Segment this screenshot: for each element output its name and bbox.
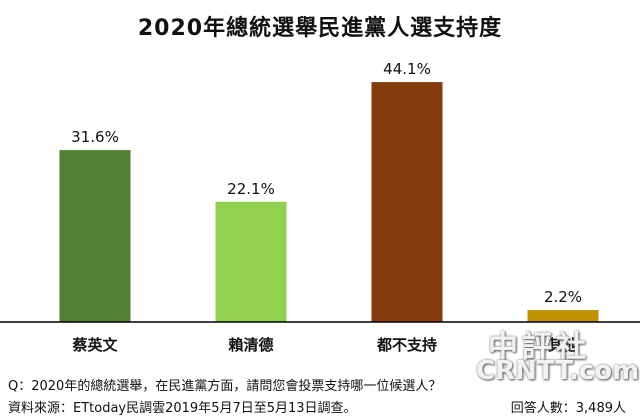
category-label-3: 其他 [548, 336, 578, 354]
value-label-0: 31.6% [71, 128, 119, 146]
bar-chart: 31.6% 蔡英文 22.1% 賴清德 44.1% 都不支持 2.2% 其他 [0, 60, 640, 354]
category-label-2: 都不支持 [376, 336, 437, 354]
bar-0 [59, 150, 131, 322]
chart-title: 2020年總統選舉民進黨人選支持度 [137, 16, 503, 41]
data-source: 資料來源：ETtoday民調雲2019年5月7日至5月13日調查。 [8, 401, 357, 416]
respondent-count: 回答人數：3,489人 [510, 401, 626, 416]
category-label-0: 蔡英文 [71, 336, 118, 354]
bar-1 [215, 201, 287, 322]
value-label-1: 22.1% [227, 180, 275, 198]
value-label-3: 2.2% [544, 288, 582, 306]
bar-3 [527, 310, 599, 322]
category-label-1: 賴清德 [228, 336, 273, 354]
value-label-2: 44.1% [383, 60, 431, 78]
survey-question: Q：2020年的總統選舉，在民進黨方面，請問您會投票支持哪一位候選人？ [8, 379, 442, 394]
bar-2 [371, 82, 443, 322]
